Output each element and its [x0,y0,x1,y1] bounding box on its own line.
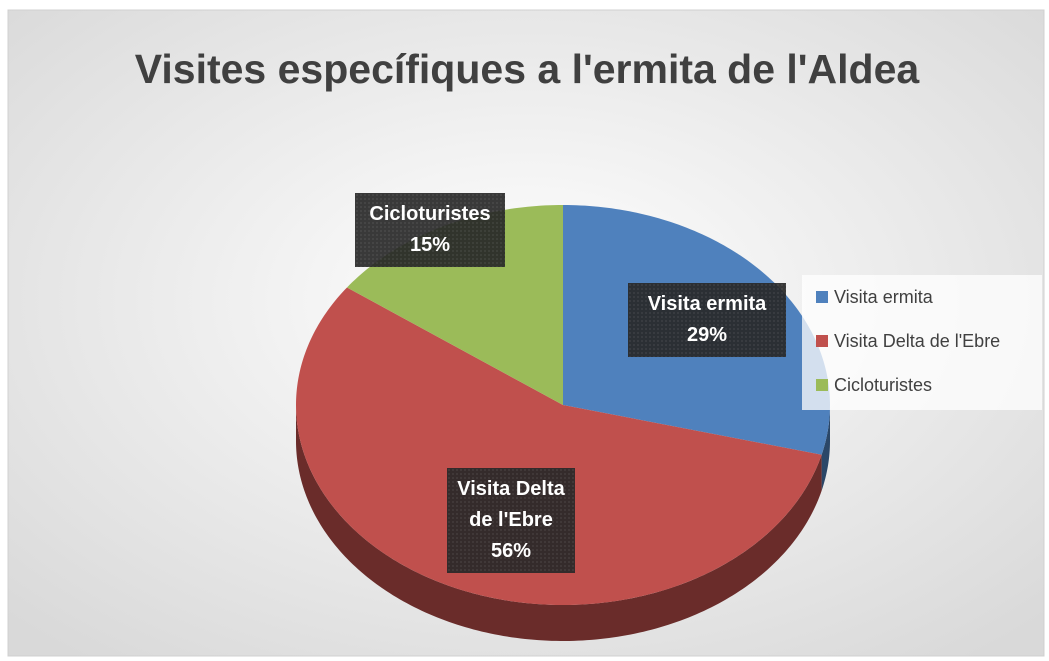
pie [296,205,830,641]
data-label: Visita ermita 29% [628,283,786,357]
legend-swatch [816,379,828,391]
legend-label: Visita ermita [834,287,934,307]
legend: Visita ermita Visita Delta de l'Ebre Ciclo… [802,275,1042,410]
legend-swatch [816,335,828,347]
data-label: Cicloturistes 15% [355,193,505,267]
legend-label: Cicloturistes [834,375,932,395]
category: Visita Delta de l'Ebre [457,478,565,531]
legend-background [802,275,1042,410]
data-label: Visita Delta de l'Ebre 56% [447,468,575,573]
legend-swatch [816,291,828,303]
percent: 15% [409,234,451,256]
slice-side [296,405,822,641]
category: Visita ermita [647,293,767,315]
slice [296,287,822,605]
category: Cicloturistes [369,203,491,225]
percent: 56% [490,540,532,562]
chart-title: Visites específiques a l'ermita de l'Ald… [135,46,921,92]
slice-side [821,405,830,491]
percent: 29% [686,324,728,346]
legend-label: Visita Delta de l'Ebre [834,331,1000,351]
